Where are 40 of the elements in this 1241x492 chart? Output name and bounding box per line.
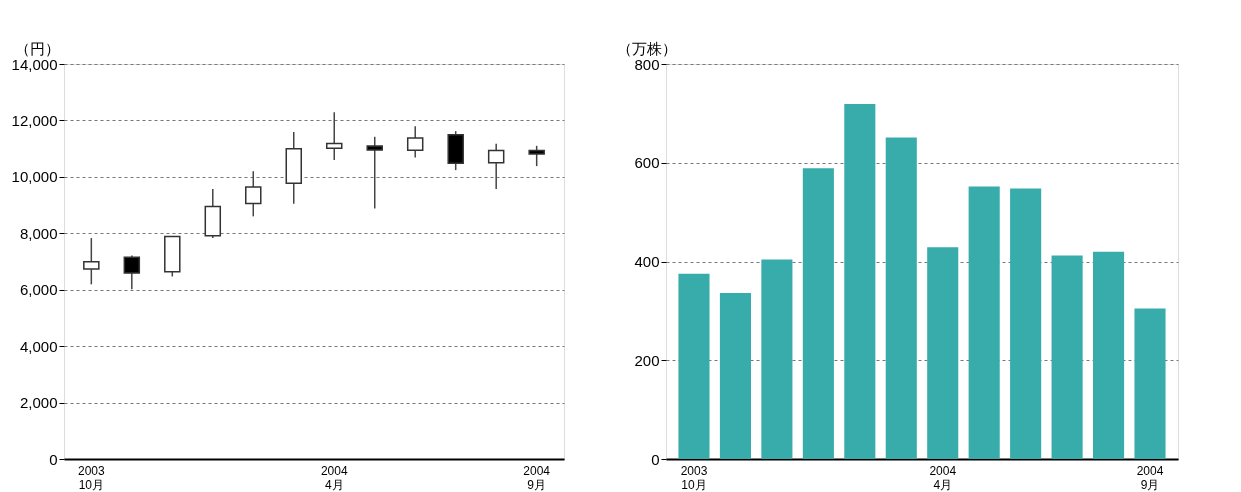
y-tick-label: 200 [634, 351, 660, 369]
x-tick-label: 2003 10月 [77, 463, 105, 492]
candlestick [406, 125, 424, 159]
y-tick-label: 8,000 [19, 224, 58, 242]
bar [1051, 255, 1083, 459]
candlestick [245, 170, 262, 218]
x-tick-label: 2003 10月 [680, 463, 708, 492]
bar [678, 273, 710, 459]
y-tick-label: 10,000 [11, 168, 58, 186]
candlestick [83, 237, 100, 286]
y-tick-label: 0 [651, 450, 660, 468]
x-tick-label: 2004 4月 [929, 463, 957, 492]
y-tick-label: 0 [49, 450, 58, 468]
candlestick [123, 254, 141, 290]
bar [761, 259, 793, 459]
y-tick-label: 4,000 [19, 337, 58, 355]
x-tick-label: 2004 9月 [523, 463, 551, 492]
bar [1134, 308, 1166, 459]
bar [802, 168, 834, 459]
candlestick [528, 145, 545, 167]
bar [844, 103, 876, 459]
bar [885, 137, 917, 459]
x-tick-label: 2004 4月 [320, 463, 348, 492]
y-axis-title: （万株） [616, 39, 677, 57]
x-tick-label: 2004 9月 [1136, 463, 1164, 492]
bar [1093, 251, 1125, 459]
bar [968, 186, 1000, 459]
candlestick [487, 143, 505, 190]
y-tick-label: 12,000 [11, 111, 58, 129]
bar [927, 247, 959, 459]
y-tick-label: 600 [634, 154, 660, 172]
candlestick [366, 136, 383, 210]
y-axis-title: （円） [14, 39, 60, 57]
y-tick-label: 6,000 [19, 281, 58, 299]
bar [1010, 188, 1042, 459]
bar [719, 293, 751, 459]
y-tick-label: 800 [634, 55, 660, 73]
y-tick-label: 400 [634, 253, 660, 270]
y-tick-label: 2,000 [19, 394, 58, 412]
candlestick [325, 111, 343, 161]
